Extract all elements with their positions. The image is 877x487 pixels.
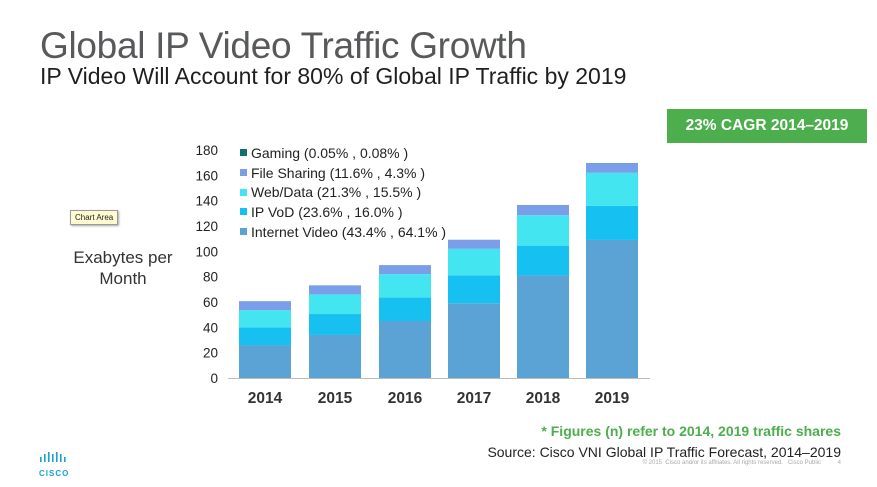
x-tick-label: 2015 — [318, 390, 353, 407]
y-tick-label: 60 — [203, 295, 218, 310]
bar-segment-2019-series-1 — [586, 205, 638, 240]
bar-segment-2014-series-0 — [239, 345, 291, 378]
legend-item: Web/Data (21.3% , 15.5% ) — [240, 182, 446, 202]
y-tick-label: 80 — [203, 270, 218, 285]
y-axis-label: Exabytes per Month — [73, 248, 173, 288]
bar-segment-2015-series-3 — [309, 285, 361, 295]
chart-legend: Gaming (0.05% , 0.08% ) File Sharing (11.… — [240, 143, 446, 241]
legend-swatch — [240, 169, 247, 177]
legend-item: Internet Video (43.4% , 64.1% ) — [240, 222, 446, 242]
traffic-share-footnote: * Figures (n) refer to 2014, 2019 traffi… — [541, 423, 841, 439]
y-tick-label: 0 — [210, 371, 218, 386]
bar-segment-2015-series-1 — [309, 314, 361, 335]
legend-label: File Sharing (11.6% , 4.3% ) — [251, 164, 426, 181]
bar-segment-2016-series-2 — [379, 274, 431, 298]
cisco-logo-text: CISCO — [39, 469, 70, 478]
source-note: Source: Cisco VNI Global IP Traffic Fore… — [487, 444, 841, 460]
slide-subtitle: IP Video Will Account for 80% of Global … — [40, 63, 627, 89]
copyright-note: © 2015 Cisco and/or its affiliates. All … — [642, 460, 841, 466]
cisco-logo: CISCO — [39, 450, 69, 478]
bar-segment-2018-series-3 — [517, 205, 569, 216]
chart-area-tooltip: Chart Area — [70, 210, 119, 225]
slide-title: Global IP Video Traffic Growth — [40, 25, 527, 66]
bar-segment-2017-series-3 — [448, 239, 500, 249]
y-tick-label: 160 — [195, 168, 218, 183]
legend-label: Internet Video (43.4% , 64.1% ) — [251, 223, 447, 240]
legend-swatch — [240, 149, 247, 157]
bar-segment-2017-series-0 — [448, 303, 500, 378]
bar-segment-2019-series-0 — [586, 239, 638, 378]
y-tick-label: 120 — [195, 219, 218, 234]
legend-item: File Sharing (11.6% , 4.3% ) — [240, 163, 446, 183]
bar-segment-2019-series-2 — [586, 172, 638, 206]
x-tick-label: 2018 — [526, 390, 561, 407]
bar-segment-2016-series-3 — [379, 265, 431, 275]
bar-segment-2015-series-2 — [309, 294, 361, 315]
bar-segment-2017-series-2 — [448, 248, 500, 276]
legend-swatch — [240, 228, 247, 236]
bar-segment-2016-series-0 — [379, 321, 431, 378]
cisco-bars-icon — [40, 452, 66, 462]
bar-segment-2014-series-3 — [239, 301, 291, 311]
legend-item: IP VoD (23.6% , 16.0% ) — [240, 202, 446, 222]
legend-label: Web/Data (21.3% , 15.5% ) — [251, 184, 422, 201]
x-tick-label: 2014 — [248, 390, 283, 407]
bar-segment-2015-series-0 — [309, 334, 361, 378]
legend-item: Gaming (0.05% , 0.08% ) — [240, 143, 446, 163]
x-tick-label: 2017 — [457, 390, 491, 407]
legend-label: IP VoD (23.6% , 16.0% ) — [251, 203, 403, 220]
y-tick-label: 20 — [203, 346, 218, 361]
y-tick-label: 40 — [203, 320, 218, 335]
bar-segment-2018-series-1 — [517, 245, 569, 276]
bar-segment-2019-series-3 — [586, 163, 638, 173]
legend-label: Gaming (0.05% , 0.08% ) — [251, 144, 409, 161]
bar-segment-2014-series-1 — [239, 327, 291, 346]
bar-segment-2017-series-1 — [448, 275, 500, 304]
x-tick-label: 2019 — [595, 390, 630, 407]
bar-segment-2014-series-2 — [239, 310, 291, 328]
bar-segment-2018-series-0 — [517, 275, 569, 378]
y-tick-label: 140 — [195, 194, 218, 209]
bar-segment-2018-series-2 — [517, 215, 569, 246]
y-tick-label: 100 — [195, 244, 218, 259]
legend-swatch — [240, 188, 247, 196]
bar-segment-2016-series-1 — [379, 297, 431, 321]
y-tick-label: 180 — [195, 143, 218, 158]
legend-swatch — [240, 208, 247, 216]
cagr-badge: 23% CAGR 2014–2019 — [667, 109, 867, 143]
x-tick-label: 2016 — [388, 390, 423, 407]
